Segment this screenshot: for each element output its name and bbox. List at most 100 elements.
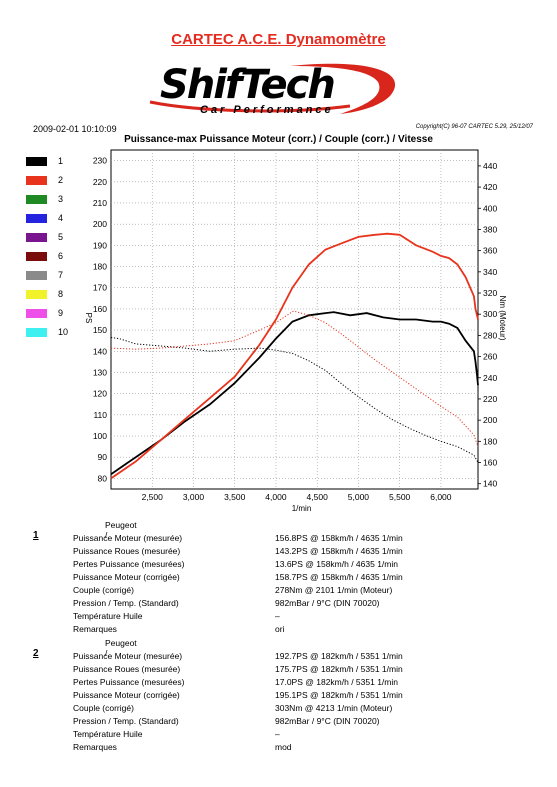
y-tick-label-right: 380 (483, 224, 497, 234)
run-row: Pression / Temp. (Standard) 982mBar / 9°C… (73, 716, 533, 728)
y-tick-label-right: 420 (483, 182, 497, 192)
run-row-value: 175.7PS @ 182km/h / 5351 1/min (275, 664, 403, 674)
run-row: Pertes Puissance (mesurées) 17.0PS @ 182k… (73, 677, 533, 689)
y-tick-label-left: 110 (93, 410, 107, 420)
y-tick-label-right: 180 (483, 436, 497, 446)
run-row: Puissance Moteur (corrigée) 158.7PS @ 158… (73, 572, 533, 584)
run-row-label: Température Huile (73, 729, 143, 739)
legend-label: 6 (58, 251, 64, 261)
legend-label: 2 (58, 175, 64, 185)
y-axis-label-right: Nm (Moteur) (498, 296, 507, 341)
y-tick-label-left: 230 (93, 156, 107, 166)
legend-swatch (26, 233, 47, 242)
run-row: Pression / Temp. (Standard) 982mBar / 9°C… (73, 598, 533, 610)
series-line-torque-2 (110, 310, 479, 447)
legend-swatch (26, 157, 47, 166)
x-tick-label: 5,000 (348, 492, 370, 502)
page-title: CARTEC A.C.E. Dynamomètre (171, 31, 386, 48)
run-row-label: Couple (corrigé) (73, 703, 134, 713)
y-tick-label-left: 170 (93, 283, 107, 293)
run-row-value: – (275, 611, 280, 621)
run-number: 1 (33, 530, 39, 541)
y-tick-label-left: 210 (93, 198, 107, 208)
run-row: Puissance Moteur (corrigée) 195.1PS @ 182… (73, 690, 533, 702)
series-line-power-1 (110, 311, 479, 475)
x-tick-label: 2,500 (142, 492, 164, 502)
legend-swatch (26, 309, 47, 318)
chart-title: Puissance-max Puissance Moteur (corr.) /… (124, 134, 433, 145)
dyno-chart: 230 220 210 200 190 180 170 160 150 140 130 120 110 1… (84, 149, 507, 513)
y-tick-label-left: 200 (93, 219, 107, 229)
legend-label: 8 (58, 289, 64, 299)
legend-swatch (26, 176, 47, 185)
run-row: Puissance Moteur (mesurée) 192.7PS @ 182k… (73, 651, 533, 663)
run-row-value: mod (275, 742, 292, 752)
run-row-value: 156.8PS @ 158km/h / 4635 1/min (275, 533, 403, 543)
y-tick-label-left: 80 (98, 473, 108, 483)
run-row-value: ori (275, 624, 285, 634)
y-tick-label-left: 120 (93, 389, 107, 399)
y-tick-label-left: 140 (93, 346, 107, 356)
x-tick-label: 6,000 (430, 492, 452, 502)
series-line-power-2 (110, 232, 479, 480)
run-brand: Peugeot / (105, 520, 137, 540)
run-row-value: 13.6PS @ 158km/h / 4635 1/min (275, 559, 398, 569)
legend-swatch (26, 195, 47, 204)
test-date: 2009-02-01 10:10:09 (33, 124, 117, 134)
x-tick-label: 3,500 (224, 492, 246, 502)
y-tick-label-right: 140 (483, 479, 497, 489)
legend-label: 10 (58, 327, 69, 337)
y-tick-label-left: 100 (93, 431, 107, 441)
run-row: Température Huile – (73, 729, 533, 741)
legend-swatch (26, 214, 47, 223)
run-row-label: Puissance Moteur (mesurée) (73, 533, 183, 543)
y-tick-label-right: 200 (483, 415, 497, 425)
legend-swatch (26, 290, 47, 299)
y-tick-label-left: 190 (93, 240, 107, 250)
shiftech-logo: ShifTech Car Performance (140, 62, 440, 122)
logo-wordmark: ShifTech (160, 62, 336, 108)
logo-subtext: Car Performance (200, 104, 334, 116)
run-row-value: 982mBar / 9°C (DIN 70020) (275, 716, 380, 726)
x-tick-label: 4,000 (265, 492, 287, 502)
y-tick-label-right: 280 (483, 330, 497, 340)
run-row-label: Puissance Roues (mesurée) (73, 664, 181, 674)
y-tick-label-right: 160 (483, 458, 497, 468)
legend-swatch (26, 328, 47, 337)
y-tick-label-left: 90 (98, 452, 108, 462)
y-tick-label-left: 160 (93, 304, 107, 314)
x-tick-label: 4,500 (307, 492, 329, 502)
legend-swatch (26, 271, 47, 280)
run-row-label: Pression / Temp. (Standard) (73, 598, 179, 608)
run-row-label: Puissance Moteur (mesurée) (73, 651, 183, 661)
run-row: Pertes Puissance (mesurées) 13.6PS @ 158k… (73, 559, 533, 571)
run-row-value: 158.7PS @ 158km/h / 4635 1/min (275, 572, 403, 582)
run-row: Remarques ori (73, 624, 533, 636)
run-row: Puissance Roues (mesurée) 143.2PS @ 158km… (73, 546, 533, 558)
legend-swatch (26, 252, 47, 261)
run-row-value: 17.0PS @ 182km/h / 5351 1/min (275, 677, 398, 687)
run-row-label: Pertes Puissance (mesurées) (73, 677, 185, 687)
run-row-label: Remarques (73, 624, 117, 634)
x-tick-label: 3,000 (183, 492, 205, 502)
y-tick-label-right: 320 (483, 288, 497, 298)
y-tick-label-right: 300 (483, 309, 497, 319)
y-tick-label-left: 150 (93, 325, 107, 335)
y-tick-label-right: 260 (483, 352, 497, 362)
y-tick-label-right: 360 (483, 246, 497, 256)
run-row: Remarques mod (73, 742, 533, 754)
run-row-value: 278Nm @ 2101 1/min (Moteur) (275, 585, 393, 595)
series-line-torque-1 (110, 337, 479, 463)
run-row-label: Puissance Moteur (corrigée) (73, 572, 180, 582)
y-tick-label-right: 440 (483, 161, 497, 171)
x-axis-label: 1/min (292, 504, 312, 513)
run-row-value: 982mBar / 9°C (DIN 70020) (275, 598, 380, 608)
run-number: 2 (33, 648, 39, 659)
run-row: Puissance Moteur (mesurée) 156.8PS @ 158k… (73, 533, 533, 545)
run-row: Couple (corrigé) 303Nm @ 4213 1/min (Mote… (73, 703, 533, 715)
y-tick-label-right: 400 (483, 203, 497, 213)
legend-label: 5 (58, 232, 64, 242)
legend-label: 1 (58, 156, 64, 166)
run-row: Couple (corrigé) 278Nm @ 2101 1/min (Mote… (73, 585, 533, 597)
y-tick-label-right: 240 (483, 373, 497, 383)
